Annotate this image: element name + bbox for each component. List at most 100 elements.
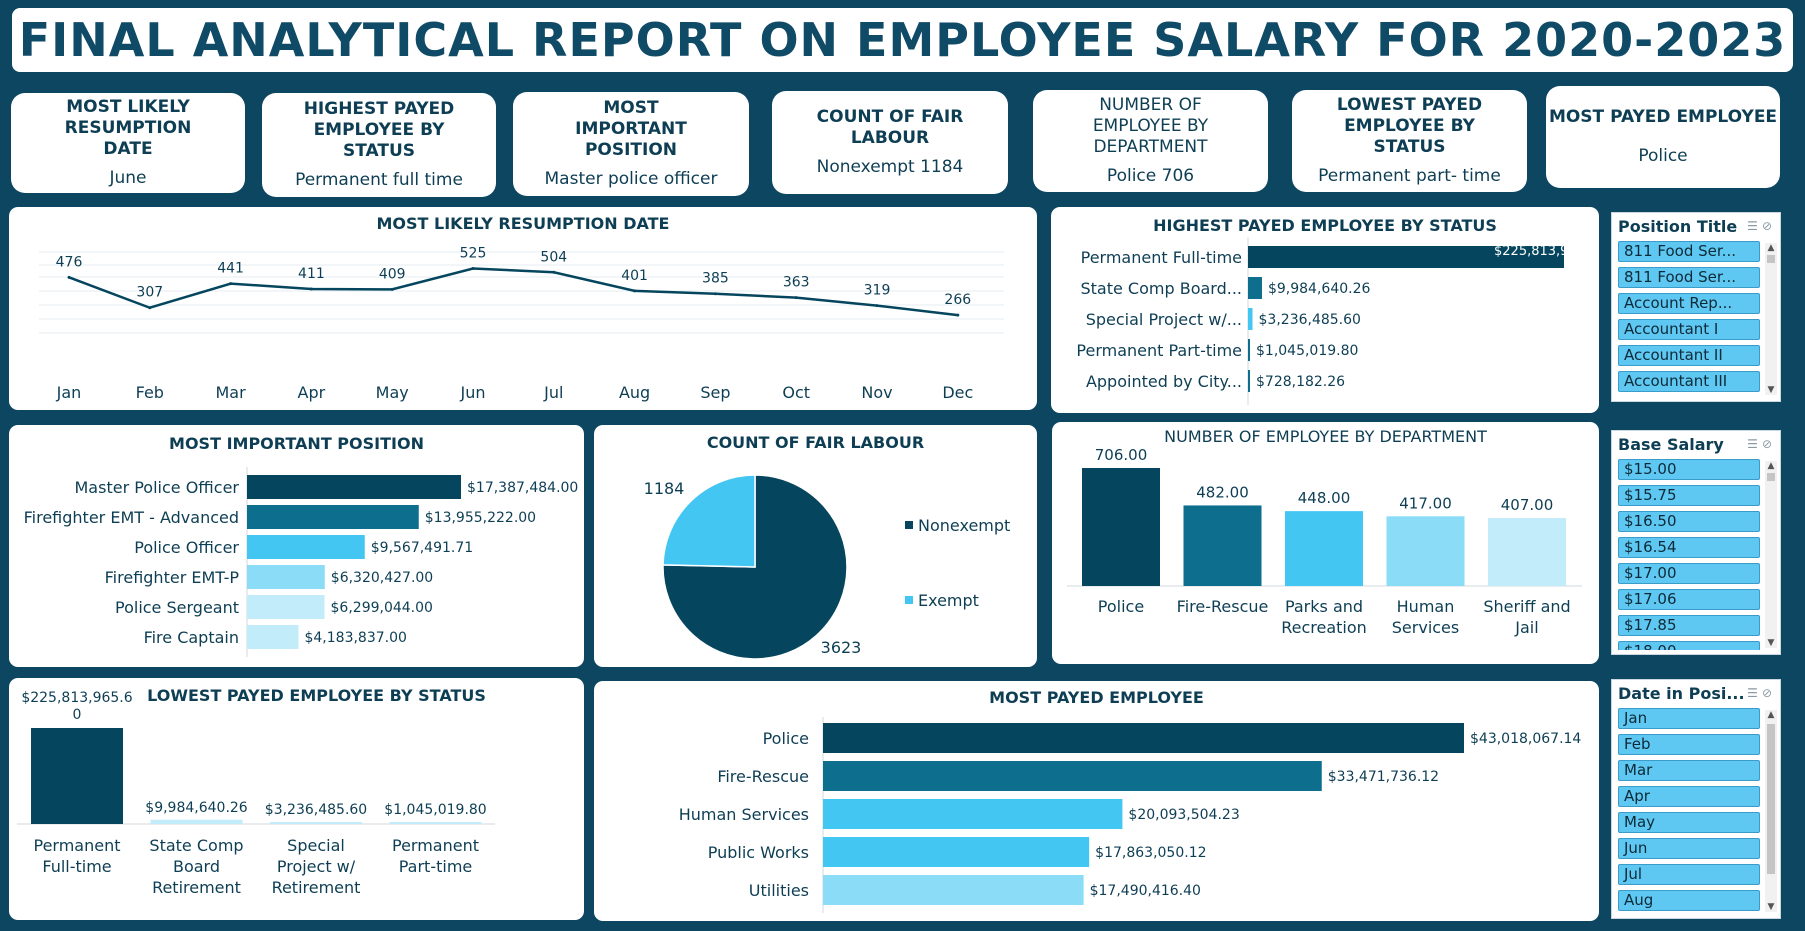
slicer-item[interactable]: Apr	[1618, 786, 1760, 807]
bar	[823, 761, 1322, 791]
resumption-line-chart-panel: MOST LIKELY RESUMPTION DATE 476 Jan 307 Feb…	[9, 207, 1037, 410]
bar	[150, 819, 243, 824]
data-point	[552, 270, 556, 274]
data-label: $33,471,736.12	[1328, 769, 1439, 785]
slicer-item[interactable]: $17.00	[1618, 563, 1760, 584]
multi-select-icon[interactable]: ☰	[1747, 686, 1762, 700]
position-chart-panel: MOST IMPORTANT POSITION Master Police Of…	[9, 425, 584, 667]
bar	[247, 625, 299, 649]
fair-labour-chart-panel: COUNT OF FAIR LABOUR 3623 1184 Nonexempt Ex…	[594, 425, 1037, 667]
slicer-item[interactable]: Account Rep...	[1618, 293, 1760, 314]
slicer-item[interactable]: $15.00	[1618, 459, 1760, 480]
data-label: $225,813,965.60	[1494, 244, 1599, 259]
department-bar-chart: 706.00 Police 482.00 Fire-Rescue 448.00 Parks…	[1067, 446, 1582, 637]
x-tick-label: May	[376, 383, 409, 402]
slicer-item[interactable]: 811 Food Ser...	[1618, 241, 1760, 262]
kpi-department-card: NUMBER OF EMPLOYEE BY DEPARTMENT Police …	[1033, 90, 1268, 192]
clear-filter-icon[interactable]: ⊘	[1761, 437, 1776, 451]
category-label: Fire Captain	[144, 628, 239, 647]
x-tick-label: Permanent	[33, 836, 120, 855]
slicer-item[interactable]: $16.50	[1618, 511, 1760, 532]
legend-swatch	[905, 521, 913, 529]
category-label: Firefighter EMT - Advanced	[24, 508, 239, 527]
base-salary-slicer[interactable]: Base Salary ☰⊘ $15.00 $15.75 $16.50 $16.54 $…	[1611, 430, 1781, 655]
x-tick-label: Jail	[1514, 618, 1538, 637]
report-title: FINAL ANALYTICAL REPORT ON EMPLOYEE SALA…	[18, 13, 1787, 67]
slicer-title: Base Salary	[1618, 434, 1724, 454]
legend-label: Exempt	[918, 591, 979, 610]
data-label: $225,813,965.6	[21, 690, 132, 706]
kpi-label: HIGHEST PAYED EMPLOYEE BY STATUS	[303, 99, 455, 161]
slicer-item[interactable]: Aug	[1618, 890, 1760, 911]
legend-swatch	[905, 596, 913, 604]
slicer-item[interactable]: Accountant III	[1618, 371, 1760, 392]
scrollbar[interactable]: ▲ ▼	[1765, 461, 1777, 648]
kpi-value: June	[109, 168, 147, 188]
data-label: $1,045,019.80	[384, 802, 486, 818]
data-label: 0	[73, 707, 82, 723]
bar	[1248, 339, 1250, 361]
scrollbar-thumb[interactable]	[1767, 724, 1775, 874]
bar	[31, 728, 123, 824]
kpi-lowest-status-card: LOWEST PAYED EMPLOYEE BY STATUS Permanen…	[1292, 90, 1527, 192]
kpi-label: MOST IMPORTANT POSITION	[575, 98, 687, 160]
data-label: 441	[217, 261, 244, 277]
bar	[247, 535, 365, 559]
kpi-value: Master police officer	[544, 169, 718, 189]
x-tick-label: State Comp	[149, 836, 243, 855]
slicer-item[interactable]: Accountant I	[1618, 319, 1760, 340]
category-label: Fire-Rescue	[717, 767, 809, 786]
scroll-up-icon[interactable]: ▲	[1767, 710, 1775, 720]
scrollbar[interactable]: ▲ ▼	[1765, 710, 1777, 912]
scrollbar-thumb[interactable]	[1767, 473, 1775, 481]
bar	[823, 723, 1464, 753]
x-tick-label: Police	[1098, 597, 1144, 616]
x-tick-label: Oct	[782, 383, 810, 402]
x-tick-label: Jan	[56, 383, 82, 402]
data-point	[67, 275, 71, 279]
slicer-item[interactable]: 811 Food Ser...	[1618, 267, 1760, 288]
bar	[247, 475, 461, 499]
kpi-label: MOST PAYED EMPLOYEE	[1548, 107, 1778, 127]
slicer-item[interactable]: Jun	[1618, 838, 1760, 859]
slicer-item[interactable]: $16.54	[1618, 537, 1760, 558]
scroll-up-icon[interactable]: ▲	[1767, 243, 1775, 253]
slicer-item[interactable]: Feb	[1618, 734, 1760, 755]
slicer-item[interactable]: $17.06	[1618, 589, 1760, 610]
data-point	[633, 289, 637, 293]
clear-filter-icon[interactable]: ⊘	[1761, 686, 1776, 700]
scrollbar[interactable]: ▲ ▼	[1765, 243, 1777, 395]
data-label: $6,320,427.00	[331, 570, 433, 586]
scroll-up-icon[interactable]: ▲	[1767, 461, 1775, 471]
data-label: $17,490,416.40	[1090, 883, 1201, 899]
slicer-item[interactable]: $17.85	[1618, 615, 1760, 636]
bar	[823, 837, 1090, 867]
x-tick-label: Sheriff and	[1483, 597, 1570, 616]
data-label: $6,299,044.00	[331, 600, 433, 616]
scroll-down-icon[interactable]: ▼	[1767, 902, 1775, 912]
kpi-label: LOWEST PAYED EMPLOYEE BY STATUS	[1336, 95, 1483, 157]
multi-select-icon[interactable]: ☰	[1747, 219, 1762, 233]
scrollbar-thumb[interactable]	[1767, 255, 1775, 263]
slicer-item[interactable]: Jan	[1618, 708, 1760, 729]
scroll-down-icon[interactable]: ▼	[1767, 385, 1775, 395]
data-label: $3,236,485.60	[265, 802, 367, 818]
multi-select-icon[interactable]: ☰	[1747, 437, 1762, 451]
slicer-item[interactable]: Accountant II	[1618, 345, 1760, 366]
clear-filter-icon[interactable]: ⊘	[1761, 219, 1776, 233]
position-title-slicer[interactable]: Position Title ☰⊘ 811 Food Ser... 811 Foo…	[1611, 212, 1781, 402]
slicer-item[interactable]: $15.75	[1618, 485, 1760, 506]
slicer-item[interactable]: $18.00	[1618, 641, 1760, 650]
x-tick-label: Feb	[136, 383, 164, 402]
slicer-item[interactable]: Mar	[1618, 760, 1760, 781]
x-tick-label: Recreation	[1281, 618, 1367, 637]
data-label: 482.00	[1196, 483, 1249, 501]
category-label: Permanent Part-time	[1076, 341, 1242, 360]
data-label: 363	[783, 275, 810, 291]
kpi-label: COUNT OF FAIR LABOUR	[816, 107, 964, 148]
slicer-item[interactable]: Jul	[1618, 864, 1760, 885]
date-in-position-slicer[interactable]: Date in Posi... ☰⊘ Jan Feb Mar Apr May Jun Jul…	[1611, 679, 1781, 919]
x-tick-label: Mar	[216, 383, 247, 402]
scroll-down-icon[interactable]: ▼	[1767, 638, 1775, 648]
slicer-item[interactable]: May	[1618, 812, 1760, 833]
